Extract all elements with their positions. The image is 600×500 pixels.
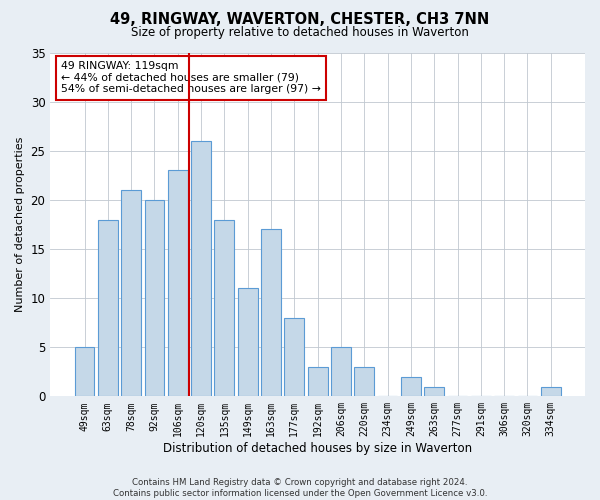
Bar	[331, 347, 351, 397]
Bar	[401, 376, 421, 396]
Bar	[191, 141, 211, 397]
Bar	[121, 190, 141, 396]
Text: Contains HM Land Registry data © Crown copyright and database right 2024.
Contai: Contains HM Land Registry data © Crown c…	[113, 478, 487, 498]
Bar	[261, 230, 281, 396]
Bar	[98, 220, 118, 396]
Text: 49 RINGWAY: 119sqm
← 44% of detached houses are smaller (79)
54% of semi-detache: 49 RINGWAY: 119sqm ← 44% of detached hou…	[61, 61, 321, 94]
Bar	[145, 200, 164, 396]
Bar	[355, 367, 374, 396]
Y-axis label: Number of detached properties: Number of detached properties	[15, 136, 25, 312]
Bar	[238, 288, 257, 397]
Bar	[284, 318, 304, 396]
X-axis label: Distribution of detached houses by size in Waverton: Distribution of detached houses by size …	[163, 442, 472, 455]
Bar	[308, 367, 328, 396]
Bar	[168, 170, 188, 396]
Text: 49, RINGWAY, WAVERTON, CHESTER, CH3 7NN: 49, RINGWAY, WAVERTON, CHESTER, CH3 7NN	[110, 12, 490, 28]
Bar	[541, 386, 560, 396]
Bar	[424, 386, 444, 396]
Bar	[74, 347, 94, 397]
Text: Size of property relative to detached houses in Waverton: Size of property relative to detached ho…	[131, 26, 469, 39]
Bar	[214, 220, 234, 396]
